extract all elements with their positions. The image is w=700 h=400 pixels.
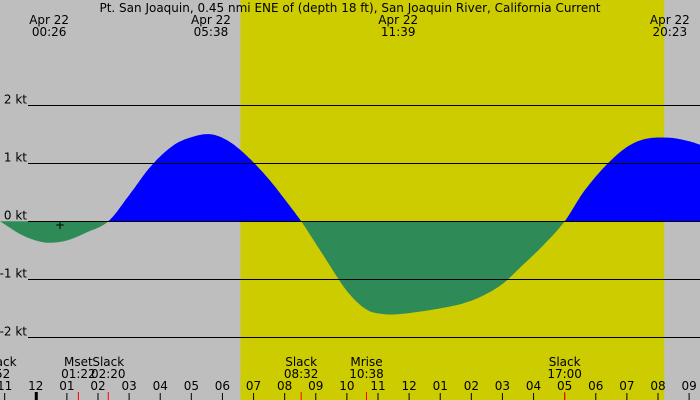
hour-tick-label: 03 — [121, 379, 136, 393]
gridlines — [28, 105, 700, 338]
hour-tick-label: 05 — [184, 379, 199, 393]
bottom-event-time: 02:20 — [91, 367, 126, 381]
hour-tick-label: 09 — [308, 379, 323, 393]
minimum-marker: + — [55, 218, 65, 232]
hour-tick-label: 07 — [246, 379, 261, 393]
hour-tick-label: 02 — [464, 379, 479, 393]
chart-title: Pt. San Joaquin, 0.45 nmi ENE of (depth … — [99, 1, 600, 15]
top-event-date: Apr 22 — [191, 13, 231, 27]
hour-tick-label: 09 — [681, 379, 696, 393]
hour-tick-label: 08 — [277, 379, 292, 393]
hour-tick-label: 04 — [526, 379, 541, 393]
y-axis-labels: 2 kt 1 kt 0 kt -1 kt -2 kt — [0, 93, 27, 339]
bottom-event-time: 10:38 — [349, 367, 384, 381]
bottom-event-label: Mset — [64, 355, 93, 369]
ebb-area — [0, 221, 700, 315]
hour-tick-label: 05 — [557, 379, 572, 393]
hour-tick-label: 08 — [650, 379, 665, 393]
bottom-event-label: Slack — [92, 355, 124, 369]
bottom-event-label: Slack — [285, 355, 317, 369]
top-event-time: 11:39 — [381, 25, 416, 39]
bottom-event-time: 01:22 — [61, 367, 96, 381]
hour-tick-label: 02 — [90, 379, 105, 393]
top-event-time: 00:26 — [32, 25, 67, 39]
bottom-event-labels: Slack:52Mset01:22Slack02:20Slack08:32Mri… — [0, 355, 582, 381]
bottom-event-label: Mrise — [350, 355, 382, 369]
bottom-event-label: Slack — [549, 355, 581, 369]
hour-tick-label: 11 — [370, 379, 385, 393]
hour-tick-label: 07 — [619, 379, 634, 393]
bottom-event-time: :52 — [0, 367, 10, 381]
y-tick-label: 1 kt — [4, 151, 27, 165]
top-event-date: Apr 22 — [29, 13, 69, 27]
top-event-date: Apr 22 — [378, 13, 418, 27]
y-tick-label: 0 kt — [4, 209, 27, 223]
y-tick-label: -2 kt — [0, 325, 27, 339]
top-event-date: Apr 22 — [650, 13, 690, 27]
hour-tick-label: 12 — [28, 379, 43, 393]
hour-tick-label: 12 — [401, 379, 416, 393]
hour-tick-label: 04 — [153, 379, 168, 393]
hour-axis: 11 12 01 02 03 04 05 06 07 08 09 10 11 12 01 02 03 04 05 06… — [0, 379, 697, 400]
top-event-time: 20:23 — [653, 25, 688, 39]
hour-tick-label: 01 — [433, 379, 448, 393]
y-tick-label: -1 kt — [0, 267, 27, 281]
y-tick-label: 2 kt — [4, 93, 27, 107]
bottom-event-label: Slack — [0, 355, 17, 369]
bottom-event-time: 08:32 — [284, 367, 319, 381]
bottom-event-time: 17:00 — [547, 367, 582, 381]
hour-tick-label: 11 — [0, 379, 12, 393]
hour-tick-label: 01 — [59, 379, 74, 393]
hour-tick-label: 03 — [495, 379, 510, 393]
top-event-time: 05:38 — [194, 25, 229, 39]
hour-tick-label: 06 — [215, 379, 230, 393]
hour-tick-label: 10 — [339, 379, 354, 393]
flood-area — [0, 134, 700, 222]
hour-tick-label: 06 — [588, 379, 603, 393]
midnight-marker — [34, 392, 38, 400]
